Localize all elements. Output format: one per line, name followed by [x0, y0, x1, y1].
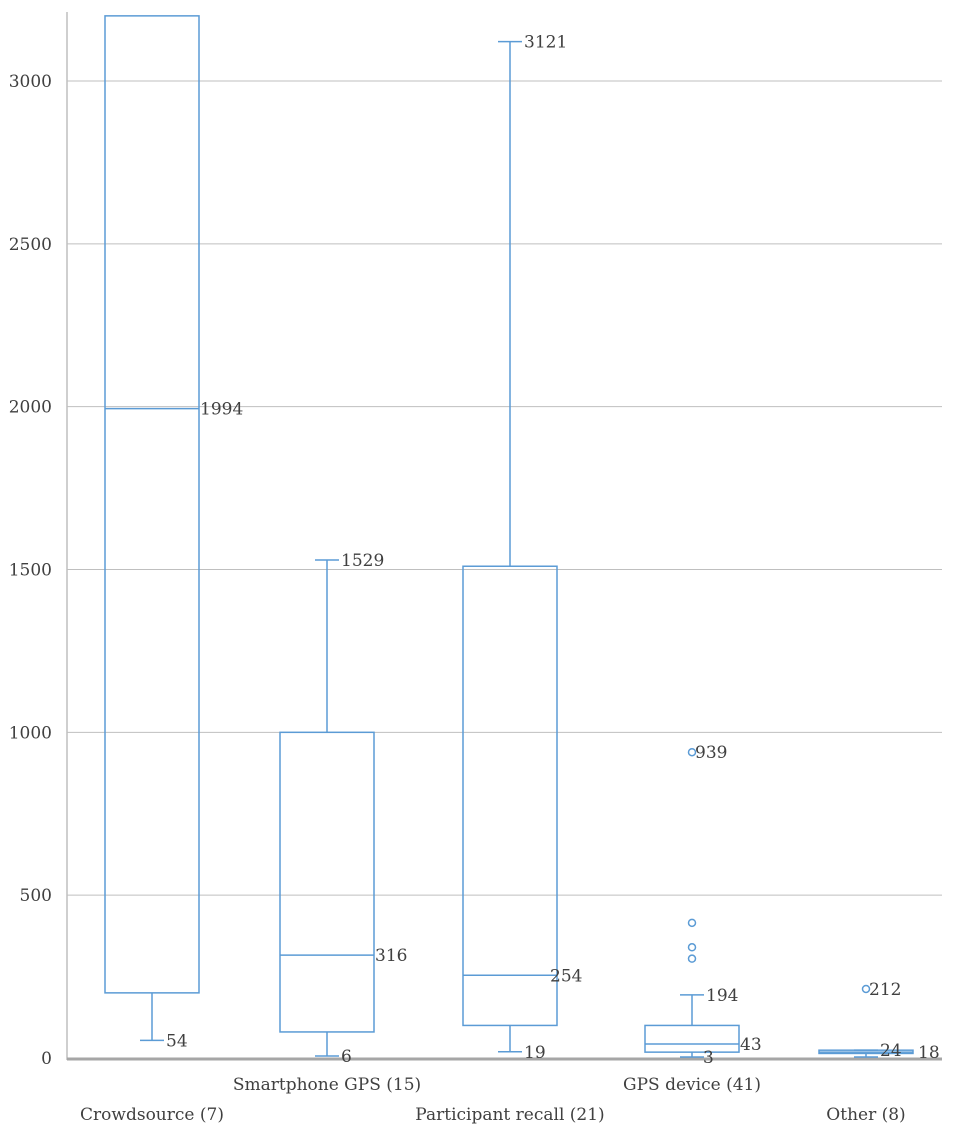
axes	[66, 12, 942, 1061]
outlier-point	[687, 954, 697, 963]
data-label: 19	[524, 1043, 546, 1063]
category-labels: Crowdsource (7) Smartphone GPS (15) Partic…	[80, 1075, 906, 1125]
y-tick-label: 2000	[9, 398, 52, 418]
box-5: 212 24 18	[818, 980, 940, 1063]
category-label: Smartphone GPS (15)	[233, 1075, 421, 1095]
outlier-point	[861, 984, 871, 994]
data-label: 194	[706, 986, 738, 1006]
category-label: Participant recall (21)	[415, 1105, 604, 1125]
data-label: 316	[375, 946, 407, 966]
data-label: 6	[341, 1047, 352, 1067]
category-label: Other (8)	[826, 1105, 905, 1125]
data-label: 43	[740, 1035, 762, 1055]
data-label: 254	[550, 966, 582, 986]
y-tick-label: 0	[41, 1049, 52, 1069]
data-label: 1994	[200, 400, 243, 420]
data-label: 1529	[341, 551, 384, 571]
y-tick-label: 3000	[9, 72, 52, 92]
box-1: 1994 54	[104, 15, 243, 1051]
outlier-point	[687, 943, 697, 952]
category-label: Crowdsource (7)	[80, 1105, 224, 1125]
data-label: 3121	[524, 33, 567, 53]
boxes: 1994 54 1529 316 6 3121 254 19 939 194 43 3 212 24 18	[104, 15, 940, 1068]
data-label: 3	[703, 1048, 714, 1068]
data-label: 18	[918, 1043, 940, 1063]
y-axis-ticks: 0 500 1000 1500 2000 2500 3000	[9, 72, 52, 1069]
data-label: 212	[869, 980, 901, 1000]
y-tick-label: 1500	[9, 561, 52, 581]
data-label: 939	[695, 743, 727, 763]
y-tick-label: 2500	[9, 235, 52, 255]
box-4: 939 194 43 3	[644, 743, 762, 1068]
box-iqr	[104, 15, 200, 994]
data-label: 24	[880, 1041, 902, 1061]
y-tick-label: 1000	[9, 723, 52, 743]
outlier-point	[687, 747, 697, 757]
box-2: 1529 316 6	[279, 551, 407, 1067]
box-iqr	[644, 1024, 740, 1053]
outlier-point	[687, 918, 697, 928]
grid-lines	[67, 80, 942, 896]
category-label: GPS device (41)	[623, 1075, 761, 1095]
y-tick-label: 500	[20, 886, 52, 906]
box-iqr	[279, 731, 375, 1033]
data-label: 54	[166, 1031, 188, 1051]
box-iqr	[462, 565, 558, 1027]
box-3: 3121 254 19	[462, 33, 582, 1063]
